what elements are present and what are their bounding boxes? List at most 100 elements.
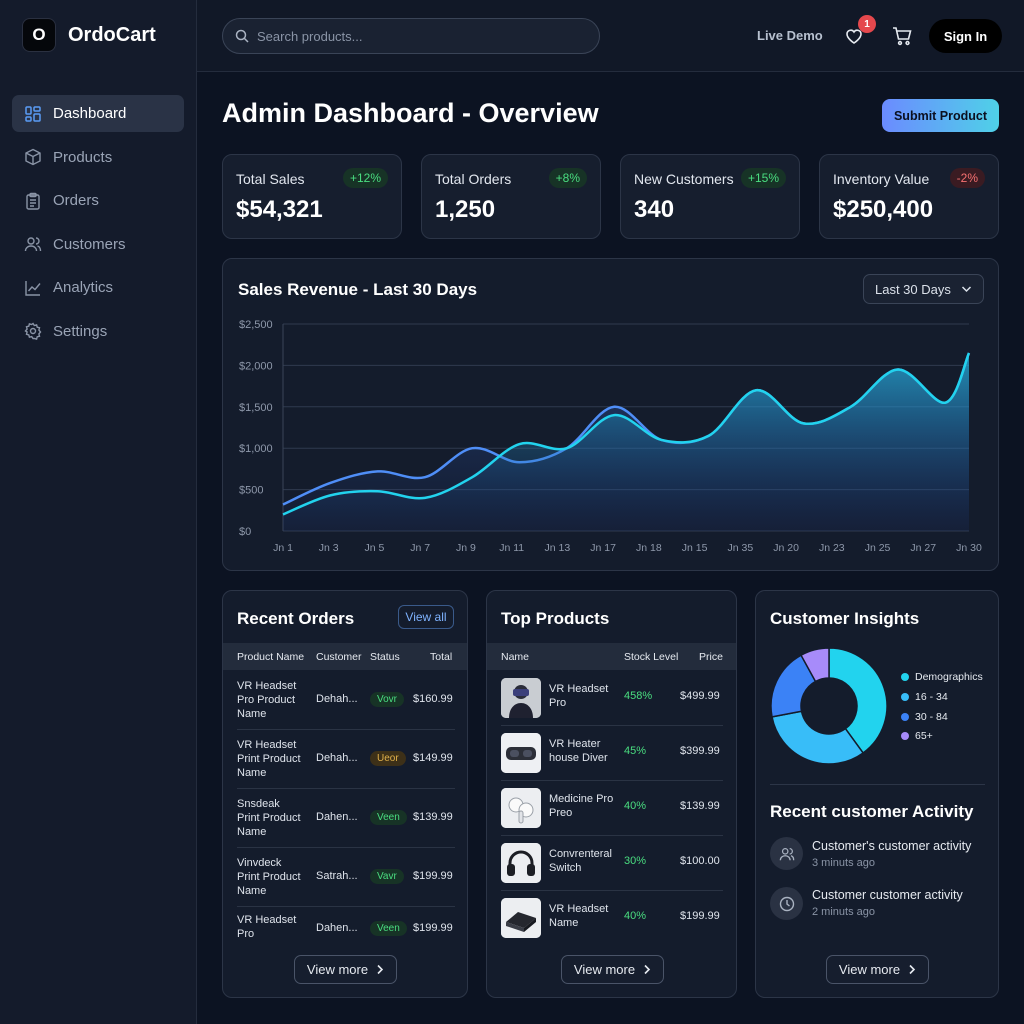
stock-level: 458% [624, 690, 653, 702]
wishlist-count-badge: 1 [858, 15, 876, 33]
submit-product-button[interactable]: Submit Product [882, 99, 999, 132]
panel-title: Customer Insights [770, 609, 920, 628]
sidebar-item-analytics[interactable]: Analytics [12, 269, 184, 306]
customer-name: Dehah... [316, 752, 358, 764]
top-products-panel: Top Products Name Stock Level Price VR H… [486, 590, 737, 998]
table-row[interactable]: VR Headset Pro Dahen... Veen $199.99 [237, 909, 455, 949]
dashboard-icon [25, 105, 41, 122]
gear-icon [24, 322, 42, 341]
table-row[interactable]: VR Headset Print Product Name Dehah... Ueo… [237, 732, 455, 789]
sales-revenue-chart: $2,500 $2,000 $1,500 $1,000 $500 $0 Jn 1 Jn 3 Jn… [239, 319, 982, 554]
customer-name: Satrah... [316, 870, 358, 882]
sidebar-item-label: Settings [53, 322, 108, 340]
column-header: Name [501, 651, 530, 663]
table-row[interactable]: VR Headset Name 40% $199.99 [501, 891, 723, 946]
stat-change-badge: -2% [949, 168, 985, 188]
stat-label: Total Sales [236, 171, 305, 187]
sidebar-item-settings[interactable]: Settings [12, 313, 184, 350]
legend-swatch [901, 673, 909, 681]
view-more-orders-button[interactable]: View more [294, 955, 397, 984]
product-name: Medicine Pro Preo [549, 793, 614, 819]
sidebar-item-label: Orders [53, 192, 99, 210]
sidebar-item-label: Customers [53, 235, 126, 253]
product-price: $199.99 [680, 910, 720, 922]
column-header: Stock Level [624, 651, 679, 663]
product-name: Convrenteral Switch [549, 848, 612, 874]
live-demo-link[interactable]: Live Demo [757, 28, 823, 43]
table-row[interactable]: Medicine Pro Preo 40% $139.99 [501, 781, 723, 836]
stat-change-badge: +8% [548, 168, 587, 188]
sidebar-nav: Dashboard Products Orders Customers Anal… [12, 95, 184, 357]
headphones-icon [501, 843, 541, 883]
y-tick-label: $1,500 [239, 402, 273, 414]
column-header: Status [370, 651, 400, 663]
legend-label: 65+ [915, 730, 933, 742]
clock-icon [770, 887, 803, 920]
table-row[interactable]: Snsdeak Print Product Name Dahen... Veen $… [237, 791, 455, 848]
logo[interactable]: O OrdoCart [22, 18, 156, 52]
sidebar-item-label: Products [53, 148, 113, 166]
search-input[interactable] [257, 28, 557, 44]
legend-label: 30 - 84 [915, 711, 948, 723]
table-header: Product Name Customer Status Total [223, 643, 467, 670]
x-tick-label: Jn 25 [865, 542, 891, 554]
customer-name: Dehah... [316, 693, 358, 705]
donut-slice [828, 647, 888, 754]
stat-change-badge: +12% [342, 168, 388, 188]
activity-title: Recent customer Activity [770, 802, 974, 821]
view-all-button[interactable]: View all [398, 605, 454, 629]
stat-change-badge: +15% [740, 168, 786, 188]
table-header: Name Stock Level Price [487, 643, 736, 670]
activity-time: 3 minuts ago [812, 857, 875, 869]
column-header: Price [699, 651, 723, 663]
sidebar-item-dashboard[interactable]: Dashboard [12, 95, 184, 132]
table-row[interactable]: VR Headset Pro Product Name Dehah... Vovr … [237, 673, 455, 730]
legend-swatch [901, 713, 909, 721]
recent-orders-panel: Recent Orders View all Product Name Cust… [222, 590, 468, 998]
cart-icon[interactable] [892, 26, 913, 46]
sidebar: O OrdoCart Dashboard Products Orders Cus… [0, 0, 197, 1024]
customer-donut-chart [770, 647, 888, 765]
stat-value: 340 [634, 196, 675, 223]
table-row[interactable]: Convrenteral Switch 30% $100.00 [501, 836, 723, 891]
sales-revenue-card: $2,500 $2,000 $1,500 $1,000 $500 $0 Jn 1 Jn 3 Jn… [222, 258, 999, 571]
table-row[interactable]: Vinvdeck Print Product Name Satrah... Vavr… [237, 850, 455, 907]
stat-value: 1,250 [435, 196, 496, 223]
product-price: $399.99 [680, 745, 720, 757]
product-name: VR Headset Name [549, 903, 609, 929]
series-area [283, 352, 969, 531]
view-more-activity-button[interactable]: View more [826, 955, 929, 984]
activity-time: 2 minuts ago [812, 906, 875, 918]
sidebar-item-products[interactable]: Products [12, 139, 184, 176]
heart-icon[interactable] [844, 26, 864, 46]
product-price: $100.00 [680, 855, 720, 867]
chevron-down-icon [961, 286, 972, 293]
date-range-select[interactable]: Last 30 Days [863, 274, 984, 304]
stat-label: Total Orders [435, 171, 512, 187]
column-header: Total [430, 651, 453, 663]
vr-goggles-icon [501, 733, 541, 773]
table-row[interactable]: VR Headset Pro 458% $499.99 [501, 671, 723, 726]
x-tick-label: Jn 27 [910, 542, 936, 554]
product-name: Vinvdeck Print Product Name [237, 857, 301, 897]
status-badge: Ueor [370, 751, 406, 766]
product-name: VR Headset Print Product Name [237, 739, 301, 779]
product-name: VR Headset Pro [549, 683, 609, 709]
chevron-right-icon [377, 964, 384, 975]
search-bar[interactable] [222, 18, 600, 54]
sign-in-button[interactable]: Sign In [929, 19, 1002, 53]
sidebar-item-customers[interactable]: Customers [12, 226, 184, 263]
customer-name: Dahen... [316, 811, 358, 823]
status-badge: Vovr [370, 692, 405, 707]
stock-level: 40% [624, 800, 647, 812]
y-tick-label: $2,500 [239, 319, 273, 331]
clipboard-icon [26, 192, 40, 210]
order-total: $149.99 [413, 752, 453, 764]
x-tick-label: Jn 20 [773, 542, 799, 554]
product-name: VR Heater house Diver [549, 738, 608, 764]
legend-item: 16 - 34 [901, 691, 948, 703]
status-badge: Veen [370, 810, 407, 825]
table-row[interactable]: VR Heater house Diver 45% $399.99 [501, 726, 723, 781]
sidebar-item-orders[interactable]: Orders [12, 182, 184, 219]
view-more-products-button[interactable]: View more [561, 955, 664, 984]
